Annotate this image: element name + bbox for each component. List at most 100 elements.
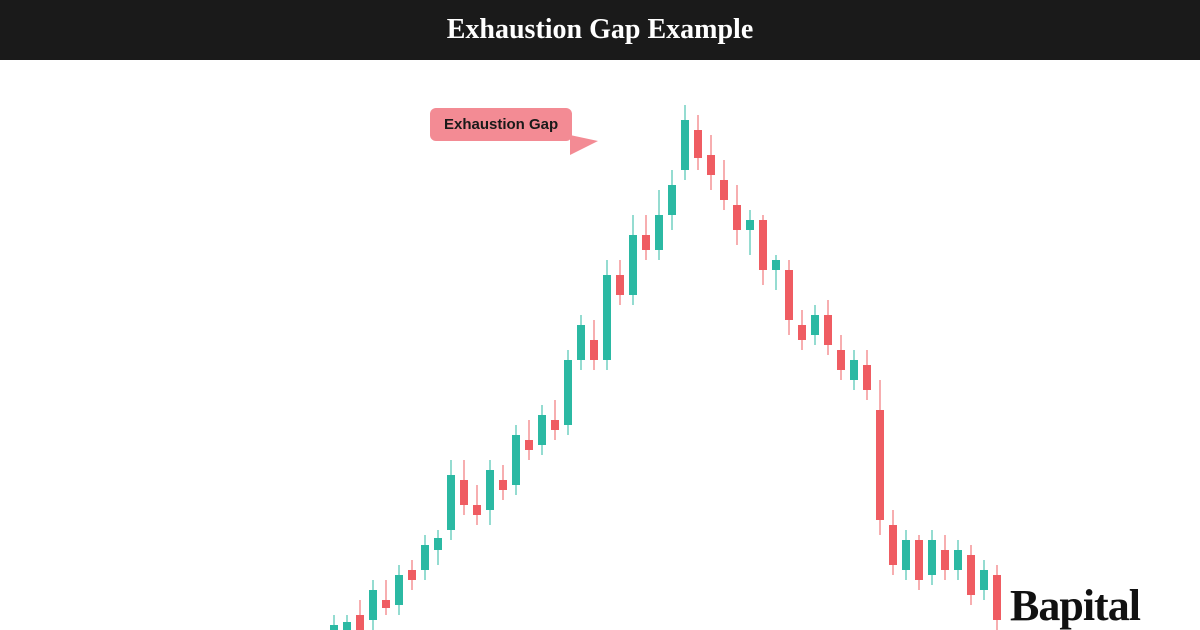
candle-body (993, 575, 1001, 620)
candle-body (460, 480, 468, 505)
candle (993, 60, 1001, 630)
candle-body (343, 622, 351, 630)
candle (811, 60, 819, 630)
candle-body (876, 410, 884, 520)
candle (785, 60, 793, 630)
candle (655, 60, 663, 630)
candle (473, 60, 481, 630)
candle (694, 60, 702, 630)
candle-body (486, 470, 494, 510)
exhaustion-gap-callout: Exhaustion Gap (430, 108, 572, 141)
candle-body (941, 550, 949, 570)
candle (486, 60, 494, 630)
candle-body (915, 540, 923, 580)
candle-body (499, 480, 507, 490)
candle-body (824, 315, 832, 345)
candle-body (681, 120, 689, 170)
candle (616, 60, 624, 630)
candle-body (538, 415, 546, 445)
candle (967, 60, 975, 630)
candle (941, 60, 949, 630)
candle-body (616, 275, 624, 295)
candle-body (447, 475, 455, 530)
candle-body (746, 220, 754, 230)
candle-body (837, 350, 845, 370)
callout-pointer (570, 135, 598, 155)
candle-body (707, 155, 715, 175)
candle (395, 60, 403, 630)
candle (980, 60, 988, 630)
candle-body (863, 365, 871, 390)
candle (668, 60, 676, 630)
candle-body (850, 360, 858, 380)
candle (889, 60, 897, 630)
candle (512, 60, 520, 630)
candle (499, 60, 507, 630)
candle (330, 60, 338, 630)
candle-body (668, 185, 676, 215)
candle-body (655, 215, 663, 250)
candle (733, 60, 741, 630)
candle (551, 60, 559, 630)
candle-body (525, 440, 533, 450)
candle-body (785, 270, 793, 320)
candle-body (811, 315, 819, 335)
candle (863, 60, 871, 630)
candle (915, 60, 923, 630)
candle (408, 60, 416, 630)
candle (681, 60, 689, 630)
candle-body (980, 570, 988, 590)
brand-label: Bapital (1010, 581, 1140, 630)
candle-body (772, 260, 780, 270)
candle-body (798, 325, 806, 340)
candle-wick (386, 580, 387, 615)
candle (707, 60, 715, 630)
candle-body (759, 220, 767, 270)
candlestick-chart: Exhaustion Gap Bapital (0, 60, 1200, 630)
candle-body (473, 505, 481, 515)
candle (538, 60, 546, 630)
candle (421, 60, 429, 630)
candle-body (330, 625, 338, 630)
candle (902, 60, 910, 630)
callout-label: Exhaustion Gap (444, 116, 558, 133)
candle-body (434, 538, 442, 550)
candle-body (577, 325, 585, 360)
candle (798, 60, 806, 630)
candle (759, 60, 767, 630)
candle-body (369, 590, 377, 620)
candle-body (590, 340, 598, 360)
candle-body (356, 615, 364, 630)
candle-body (421, 545, 429, 570)
candle-body (629, 235, 637, 295)
candle (369, 60, 377, 630)
candle-body (512, 435, 520, 485)
page-title: Exhaustion Gap Example (0, 14, 1200, 46)
candle (460, 60, 468, 630)
candle (525, 60, 533, 630)
page-title-bar: Exhaustion Gap Example (0, 0, 1200, 60)
candle (642, 60, 650, 630)
candle-body (603, 275, 611, 360)
candle-wick (750, 210, 751, 255)
candle-body (551, 420, 559, 430)
candle-body (720, 180, 728, 200)
candle (837, 60, 845, 630)
candle-body (642, 235, 650, 250)
candle-body (564, 360, 572, 425)
candle-body (889, 525, 897, 565)
candle (772, 60, 780, 630)
candle (746, 60, 754, 630)
candle (356, 60, 364, 630)
candle (447, 60, 455, 630)
candle (824, 60, 832, 630)
candle (928, 60, 936, 630)
candle (603, 60, 611, 630)
candle (629, 60, 637, 630)
candle (720, 60, 728, 630)
candle-body (694, 130, 702, 158)
candle-body (902, 540, 910, 570)
candle-body (928, 540, 936, 575)
candle (876, 60, 884, 630)
candle (434, 60, 442, 630)
